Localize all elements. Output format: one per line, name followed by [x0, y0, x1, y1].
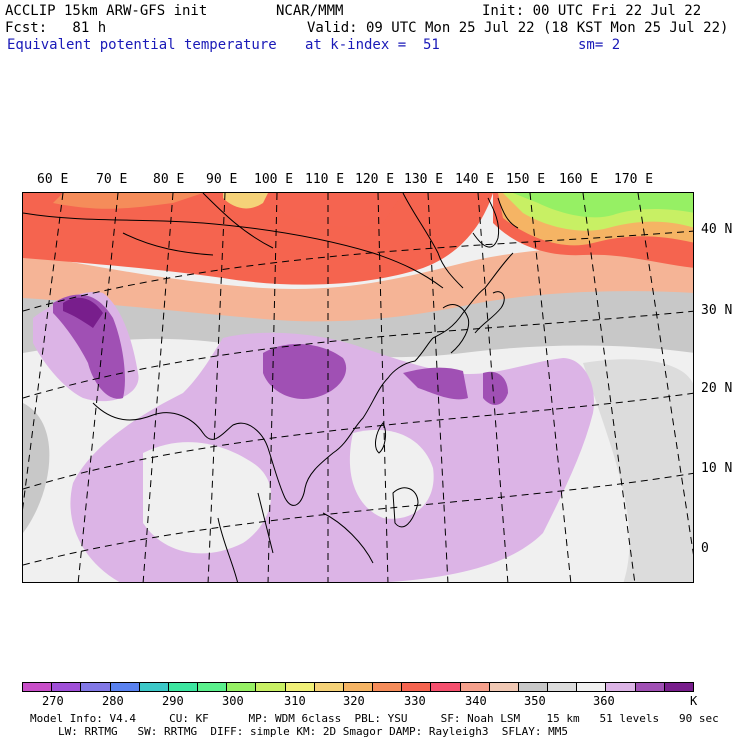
colorbar-swatch: [285, 683, 315, 691]
colorbar-swatch: [256, 683, 286, 691]
colorbar-swatch: [227, 683, 257, 691]
colorbar-swatch: [431, 683, 461, 691]
latitude-label: 40 N: [701, 222, 733, 237]
colorbar-swatch: [168, 683, 199, 691]
longitude-label: 170 E: [614, 172, 654, 187]
organization-label: NCAR/MMM: [276, 3, 344, 19]
longitude-label: 100 E: [254, 172, 294, 187]
field-band-340: [23, 247, 693, 322]
colorbar-tick-label: 330: [404, 694, 426, 708]
field-band-300: [513, 193, 693, 218]
longitude-label: 90 E: [206, 172, 238, 187]
level-index: at k-index = 51: [305, 37, 440, 53]
colorbar-swatch: [577, 683, 607, 691]
colorbar-swatch: [606, 683, 636, 691]
longitude-label: 70 E: [96, 172, 128, 187]
colorbar-swatch: [81, 683, 111, 691]
smoothing-value: sm= 2: [578, 37, 621, 53]
field-band-370: [53, 294, 125, 399]
latitude-label: 0: [701, 541, 709, 556]
colorbar-swatch: [139, 683, 169, 691]
colorbar-swatch: [518, 683, 549, 691]
model-title: ACCLIP 15km ARW-GFS init: [5, 3, 208, 19]
map-canvas: [23, 193, 693, 582]
longitude-label: 80 E: [153, 172, 185, 187]
colorbar-swatch: [52, 683, 82, 691]
field-name: Equivalent potential temperature: [7, 37, 277, 53]
longitude-label: 120 E: [355, 172, 395, 187]
colorbar-swatch: [343, 683, 374, 691]
colorbar-swatch: [23, 683, 53, 691]
colorbar-swatch: [489, 683, 519, 691]
colorbar-swatch: [110, 683, 140, 691]
colorbar-swatch: [635, 683, 665, 691]
colorbar-tick-label: 360: [593, 694, 615, 708]
model-info-line2: LW: RRTMG SW: RRTMG DIFF: simple KM: 2D …: [58, 725, 568, 738]
field-band-370: [483, 371, 508, 405]
colorbar-tick-label: 350: [524, 694, 546, 708]
init-time: Init: 00 UTC Fri 22 Jul 22: [482, 3, 702, 19]
longitude-label: 140 E: [455, 172, 495, 187]
forecast-hour: Fcst: 81 h: [5, 20, 107, 36]
colorbar-tick-label: 300: [222, 694, 244, 708]
theta-e-map: [22, 192, 694, 583]
colorbar-swatch: [198, 683, 228, 691]
field-band-375: [63, 297, 103, 328]
colorbar-swatch: [402, 683, 432, 691]
field-band-370: [403, 367, 468, 400]
colorbar-tick-label: 290: [162, 694, 184, 708]
longitude-label: 60 E: [37, 172, 69, 187]
field-band-325: [53, 193, 203, 209]
colorbar-swatch: [548, 683, 578, 691]
colorbar-swatch: [460, 683, 490, 691]
colorbar-tick-label: 340: [465, 694, 487, 708]
colorbar-unit-label: K: [690, 694, 698, 708]
field-band-360: [143, 442, 272, 554]
longitude-label: 110 E: [305, 172, 345, 187]
latitude-label: 10 N: [701, 461, 733, 476]
colorbar-tick-label: 310: [284, 694, 306, 708]
valid-time: Valid: 09 UTC Mon 25 Jul 22 (18 KST Mon …: [307, 20, 729, 36]
colorbar-tick-label: 270: [42, 694, 64, 708]
colorbar-tick-label: 280: [102, 694, 124, 708]
field-band-320: [223, 193, 268, 209]
field-band-355: [583, 359, 693, 582]
colorbar-swatch: [373, 683, 403, 691]
latitude-label: 30 N: [701, 303, 733, 318]
field-band-360: [349, 429, 434, 519]
color-bar: [22, 682, 694, 692]
model-info-line1: Model Info: V4.4 CU: KF MP: WDM 6class P…: [30, 712, 719, 725]
colorbar-tick-label: 320: [343, 694, 365, 708]
longitude-label: 160 E: [559, 172, 599, 187]
longitude-label: 150 E: [506, 172, 546, 187]
colorbar-swatch: [664, 683, 693, 691]
colorbar-swatch: [314, 683, 344, 691]
graticule: [23, 193, 693, 582]
longitude-label: 130 E: [404, 172, 444, 187]
latitude-label: 20 N: [701, 381, 733, 396]
field-band-350: [23, 403, 50, 533]
coastlines: [23, 193, 519, 582]
field-band-370: [263, 343, 347, 399]
